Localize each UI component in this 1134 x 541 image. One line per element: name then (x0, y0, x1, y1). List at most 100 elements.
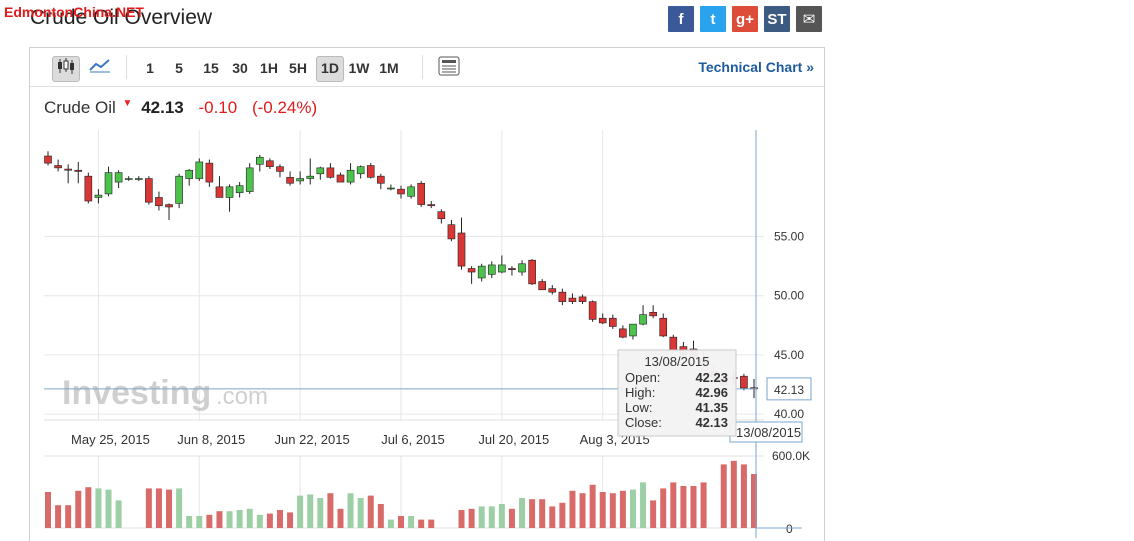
candle-body (114, 172, 123, 183)
candle-body (225, 186, 234, 198)
candle-body (276, 166, 284, 172)
site-watermark: EdmontonChina.NET (4, 4, 144, 20)
toolbar-separator (422, 55, 423, 79)
volume-bar (549, 506, 556, 528)
tooltip-date: 13/08/2015 (644, 354, 709, 369)
volume-bar (508, 508, 515, 528)
timeframe-1w[interactable]: 1W (348, 60, 370, 76)
svg-text:.com: .com (216, 383, 268, 410)
volume-bar (559, 502, 566, 528)
current-price-box (766, 377, 812, 401)
chart-settings-icon[interactable] (436, 56, 462, 80)
price-axis-label: 40.00 (774, 407, 804, 421)
candle-body (286, 177, 294, 184)
ohlc-tooltip (617, 349, 737, 437)
technical-chart-link[interactable]: Technical Chart » (698, 59, 814, 75)
volume-bar (307, 494, 314, 528)
volume-bar (297, 495, 304, 528)
candle-body (598, 317, 607, 324)
volume-bar (155, 488, 162, 528)
candle-body (619, 328, 627, 338)
share-buttons: f t g+ ST ✉ (668, 6, 822, 32)
candle-body (235, 185, 244, 194)
candle-body (94, 194, 103, 198)
candle-body (447, 224, 456, 240)
tooltip-label: High: (625, 385, 655, 400)
timeframe-1m[interactable]: 1M (379, 60, 399, 76)
candle-body (215, 186, 224, 198)
timeframe-1[interactable]: 1 (146, 60, 154, 76)
volume-bar (337, 508, 344, 528)
volume-bar (629, 489, 636, 528)
volume-bar (428, 519, 435, 528)
facebook-icon[interactable]: f (668, 6, 694, 32)
volume-bar (387, 519, 394, 528)
volume-bar (357, 498, 364, 528)
volume-bar (488, 506, 495, 528)
candle-body (649, 311, 657, 317)
timeframe-1h[interactable]: 1H (260, 60, 278, 76)
down-arrow-icon: ▼ (122, 98, 133, 109)
current-price-label: 42.13 (774, 383, 804, 397)
volume-bar (256, 514, 263, 528)
candle-body (346, 169, 355, 183)
timeframe-15[interactable]: 15 (203, 60, 219, 76)
volume-bar (327, 493, 334, 528)
timeframe-1d[interactable]: 1D (316, 56, 344, 82)
volume-bar (287, 512, 294, 528)
volume-bar (730, 460, 737, 528)
last-price: 42.13 (141, 98, 184, 117)
volume-bar (740, 464, 747, 528)
volume-bar (176, 488, 183, 528)
candle-body (437, 211, 446, 220)
crosshair-date-label: 13/08/2015 (736, 425, 801, 440)
timeframe-30[interactable]: 30 (232, 60, 248, 76)
candlestick-chart-icon[interactable] (52, 56, 80, 82)
volume-bar (458, 510, 465, 528)
candle-body (64, 168, 72, 171)
google-plus-icon[interactable]: g+ (732, 6, 758, 32)
candle-body (296, 178, 304, 182)
instrument-name: Crude Oil (44, 98, 116, 117)
candle-body (558, 291, 567, 302)
volume-bar (700, 482, 707, 528)
candle-body (145, 178, 153, 203)
date-axis-label: Jul 6, 2015 (381, 432, 445, 447)
timeframe-5[interactable]: 5 (175, 60, 183, 76)
stocktwits-icon[interactable]: ST (764, 6, 790, 32)
candle-body (629, 323, 637, 337)
candle-body (669, 336, 678, 351)
candle-body (205, 162, 214, 183)
price-change-percent: (-0.24%) (251, 98, 318, 117)
volume-bar (206, 514, 213, 528)
date-axis-label: Jul 20, 2015 (478, 432, 549, 447)
volume-bar (367, 495, 374, 528)
volume-bar (55, 505, 62, 528)
volume-bar (85, 487, 92, 528)
tooltip-value: 41.35 (695, 400, 728, 415)
candle-body (326, 167, 335, 178)
candle-body (44, 155, 52, 164)
volume-bar (468, 508, 475, 528)
candle-body (508, 268, 516, 270)
volume-bar (45, 492, 51, 528)
volume-bar (569, 490, 576, 528)
price-axis-label: 50.00 (774, 289, 804, 303)
twitter-icon[interactable]: t (700, 6, 726, 32)
timeframe-5h[interactable]: 5H (289, 60, 307, 76)
price-axis-label: 55.00 (774, 230, 804, 244)
volume-bar (166, 489, 173, 528)
candle-body (608, 317, 617, 327)
toolbar-separator (126, 55, 127, 79)
volume-bar (529, 499, 536, 528)
candle-body (74, 169, 83, 172)
price-chart[interactable]: Investing .com 55.00 50.00 45.00 40.00 May 2… (30, 48, 824, 541)
line-chart-icon[interactable] (86, 56, 114, 80)
volume-bar (670, 482, 677, 528)
volume-bar (619, 490, 626, 528)
email-icon[interactable]: ✉ (796, 6, 822, 32)
candle-body (155, 197, 163, 207)
volume-bar (478, 506, 485, 528)
volume-bar (246, 508, 253, 528)
candle-body (104, 172, 113, 195)
